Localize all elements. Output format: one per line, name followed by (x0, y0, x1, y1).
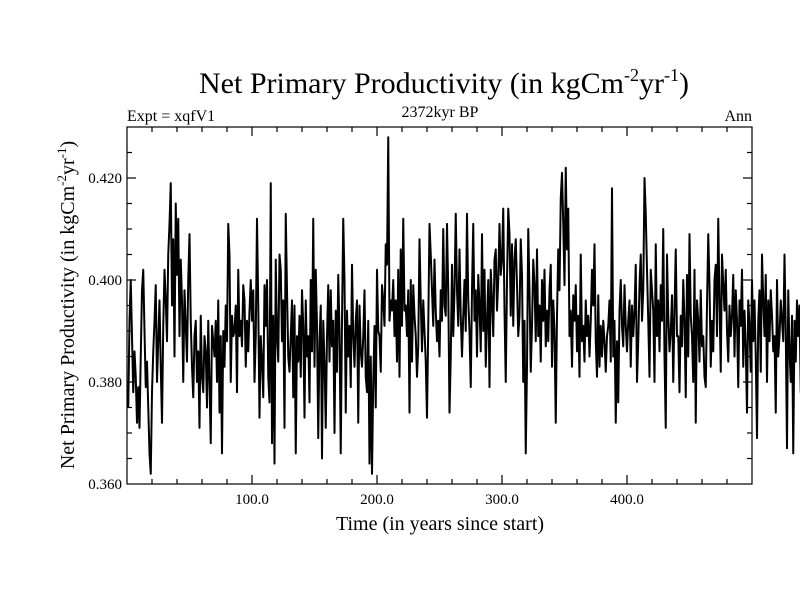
chart-title-mid: yr (639, 67, 664, 100)
chart-title-main: Net Primary Productivity (in kgCm (199, 67, 624, 100)
series-line-0 (127, 136, 800, 475)
y-axis-label: Net Primary Productivity (in kgCm-2yr-1) (54, 141, 79, 469)
chart-title-end: ) (679, 67, 689, 100)
subtitle-period: 2372kyr BP (402, 104, 479, 121)
subtitle-expt: Expt = xqfV1 (127, 108, 215, 125)
y-axis-label-main: Net Primary Productivity (in kgCm (57, 185, 79, 469)
y-axis-label-exp2: -1 (54, 148, 69, 159)
y-axis-label-end: ) (57, 141, 79, 148)
chart-title-exp2: -1 (664, 65, 679, 85)
x-tick-label-100: 100.0 (235, 492, 269, 508)
ticks-layer (127, 127, 752, 484)
x-axis-label: Time (in years since start) (336, 513, 544, 535)
y-tick-label-0380: 0.380 (88, 375, 122, 391)
x-tick-label-400: 400.0 (610, 492, 644, 508)
y-axis-label-exp1: -2 (54, 175, 69, 186)
y-tick-label-0420: 0.420 (88, 171, 122, 187)
chart-title: Net Primary Productivity (in kgCm-2yr-1) (199, 65, 689, 100)
series-layer (127, 136, 800, 475)
y-tick-label-0360: 0.360 (88, 477, 122, 493)
subtitle-season: Ann (724, 108, 752, 125)
y-tick-label-0400: 0.400 (88, 273, 122, 289)
x-tick-label-200: 200.0 (360, 492, 394, 508)
y-axis-label-mid: yr (57, 158, 79, 175)
x-tick-label-300: 300.0 (485, 492, 519, 508)
chart-title-exp1: -2 (624, 65, 639, 85)
